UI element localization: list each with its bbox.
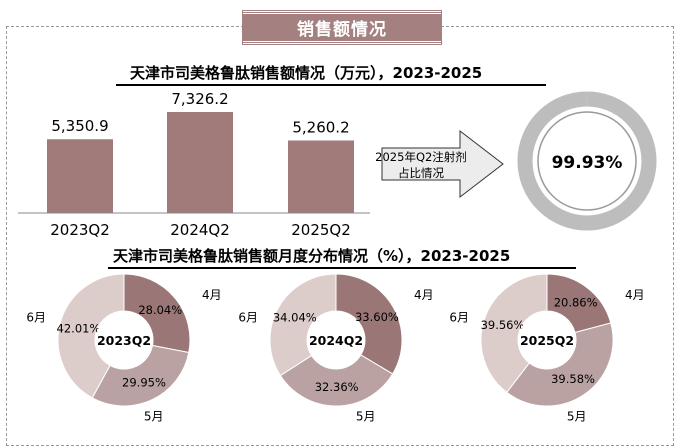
slice-month-label: 4月 bbox=[414, 288, 434, 302]
donut-hole bbox=[96, 312, 152, 368]
donut-2023Q2: 28.04% 4月 29.95% 5月 42.01% 6月 2023Q2 bbox=[26, 273, 222, 424]
injection-share-value: 99.93% bbox=[552, 153, 623, 173]
slice-percent-label: 39.56% bbox=[481, 318, 525, 332]
slice-month-label: 6月 bbox=[238, 311, 258, 325]
section-banner: 销售额情况 bbox=[242, 10, 442, 45]
x-tick-label: 2024Q2 bbox=[170, 221, 230, 239]
slice-percent-label: 20.86% bbox=[554, 296, 598, 310]
slice-month-label: 4月 bbox=[202, 288, 222, 302]
bar-value-label: 5,350.9 bbox=[51, 117, 108, 135]
injection-share-callout: 2025年Q2注射剂 占比情况 99.93% bbox=[375, 91, 657, 231]
slice-month-label: 5月 bbox=[567, 410, 587, 424]
donut-center-label: 2025Q2 bbox=[520, 333, 574, 348]
donut-slice-6m bbox=[269, 273, 337, 377]
donut-slice-5m bbox=[506, 322, 614, 407]
bar-title-rule bbox=[116, 84, 546, 86]
slice-month-label: 5月 bbox=[356, 410, 376, 424]
donut-slice-6m bbox=[57, 273, 125, 399]
slice-percent-label: 39.58% bbox=[551, 372, 595, 386]
slice-percent-label: 32.36% bbox=[315, 380, 359, 394]
donut-slice-4m bbox=[123, 273, 191, 354]
slice-month-label: 5月 bbox=[144, 410, 164, 424]
chart-canvas: 5,350.92023Q27,326.22024Q25,260.22025Q2 … bbox=[18, 90, 657, 424]
callout-text-line1: 2025年Q2注射剂 bbox=[375, 150, 467, 164]
donut-slice-5m bbox=[279, 354, 394, 407]
donut-2025Q2: 20.86% 4月 39.58% 5月 39.56% 6月 2025Q2 bbox=[449, 273, 645, 424]
injection-ring-inner-border bbox=[537, 111, 637, 211]
monthly-donuts: 28.04% 4月 29.95% 5月 42.01% 6月 2023Q2 33.60% 4月 32… bbox=[26, 273, 645, 424]
x-tick-label: 2023Q2 bbox=[50, 221, 110, 239]
slice-month-label: 6月 bbox=[449, 311, 469, 325]
slice-percent-label: 28.04% bbox=[138, 303, 182, 317]
donut-hole bbox=[519, 312, 575, 368]
slice-percent-label: 29.95% bbox=[122, 376, 166, 390]
bar-chart: 5,350.9 2023Q2 7,326.2 2024Q2 5,260.2 2025Q2 bbox=[18, 90, 370, 239]
bar-2023Q2 bbox=[47, 139, 113, 213]
donut-chart-title: 天津市司美格鲁肽销售额月度分布情况（%），2023-2025 bbox=[113, 247, 511, 265]
x-tick-label: 2025Q2 bbox=[291, 221, 351, 239]
donut-2024Q2: 33.60% 4月 32.36% 5月 34.04% 6月 2024Q2 bbox=[238, 273, 434, 424]
injection-ring-value bbox=[517, 91, 657, 231]
bar-2025Q2 bbox=[288, 140, 354, 213]
bar-value-label: 5,260.2 bbox=[292, 118, 349, 136]
callout-arrow-icon bbox=[381, 129, 504, 199]
callout-text-line2: 占比情况 bbox=[398, 166, 444, 180]
donut-center-label: 2024Q2 bbox=[309, 333, 363, 348]
donut-slice-4m bbox=[335, 273, 403, 375]
slice-month-label: 6月 bbox=[26, 311, 46, 325]
donut-slice-5m bbox=[91, 344, 190, 407]
bar-2024Q2 bbox=[167, 112, 233, 213]
slice-percent-label: 33.60% bbox=[355, 310, 399, 324]
bar-value-label: 7,326.2 bbox=[171, 90, 228, 108]
slice-percent-label: 42.01% bbox=[57, 321, 101, 335]
donut-slice-6m bbox=[480, 273, 548, 394]
donut-center-label: 2023Q2 bbox=[97, 333, 151, 348]
donut-title-rule bbox=[108, 267, 576, 269]
bar-chart-title: 天津市司美格鲁肽销售额情况（万元），2023-2025 bbox=[130, 64, 483, 82]
donut-hole bbox=[308, 312, 364, 368]
slice-percent-label: 34.04% bbox=[273, 310, 317, 324]
slice-month-label: 4月 bbox=[625, 288, 645, 302]
